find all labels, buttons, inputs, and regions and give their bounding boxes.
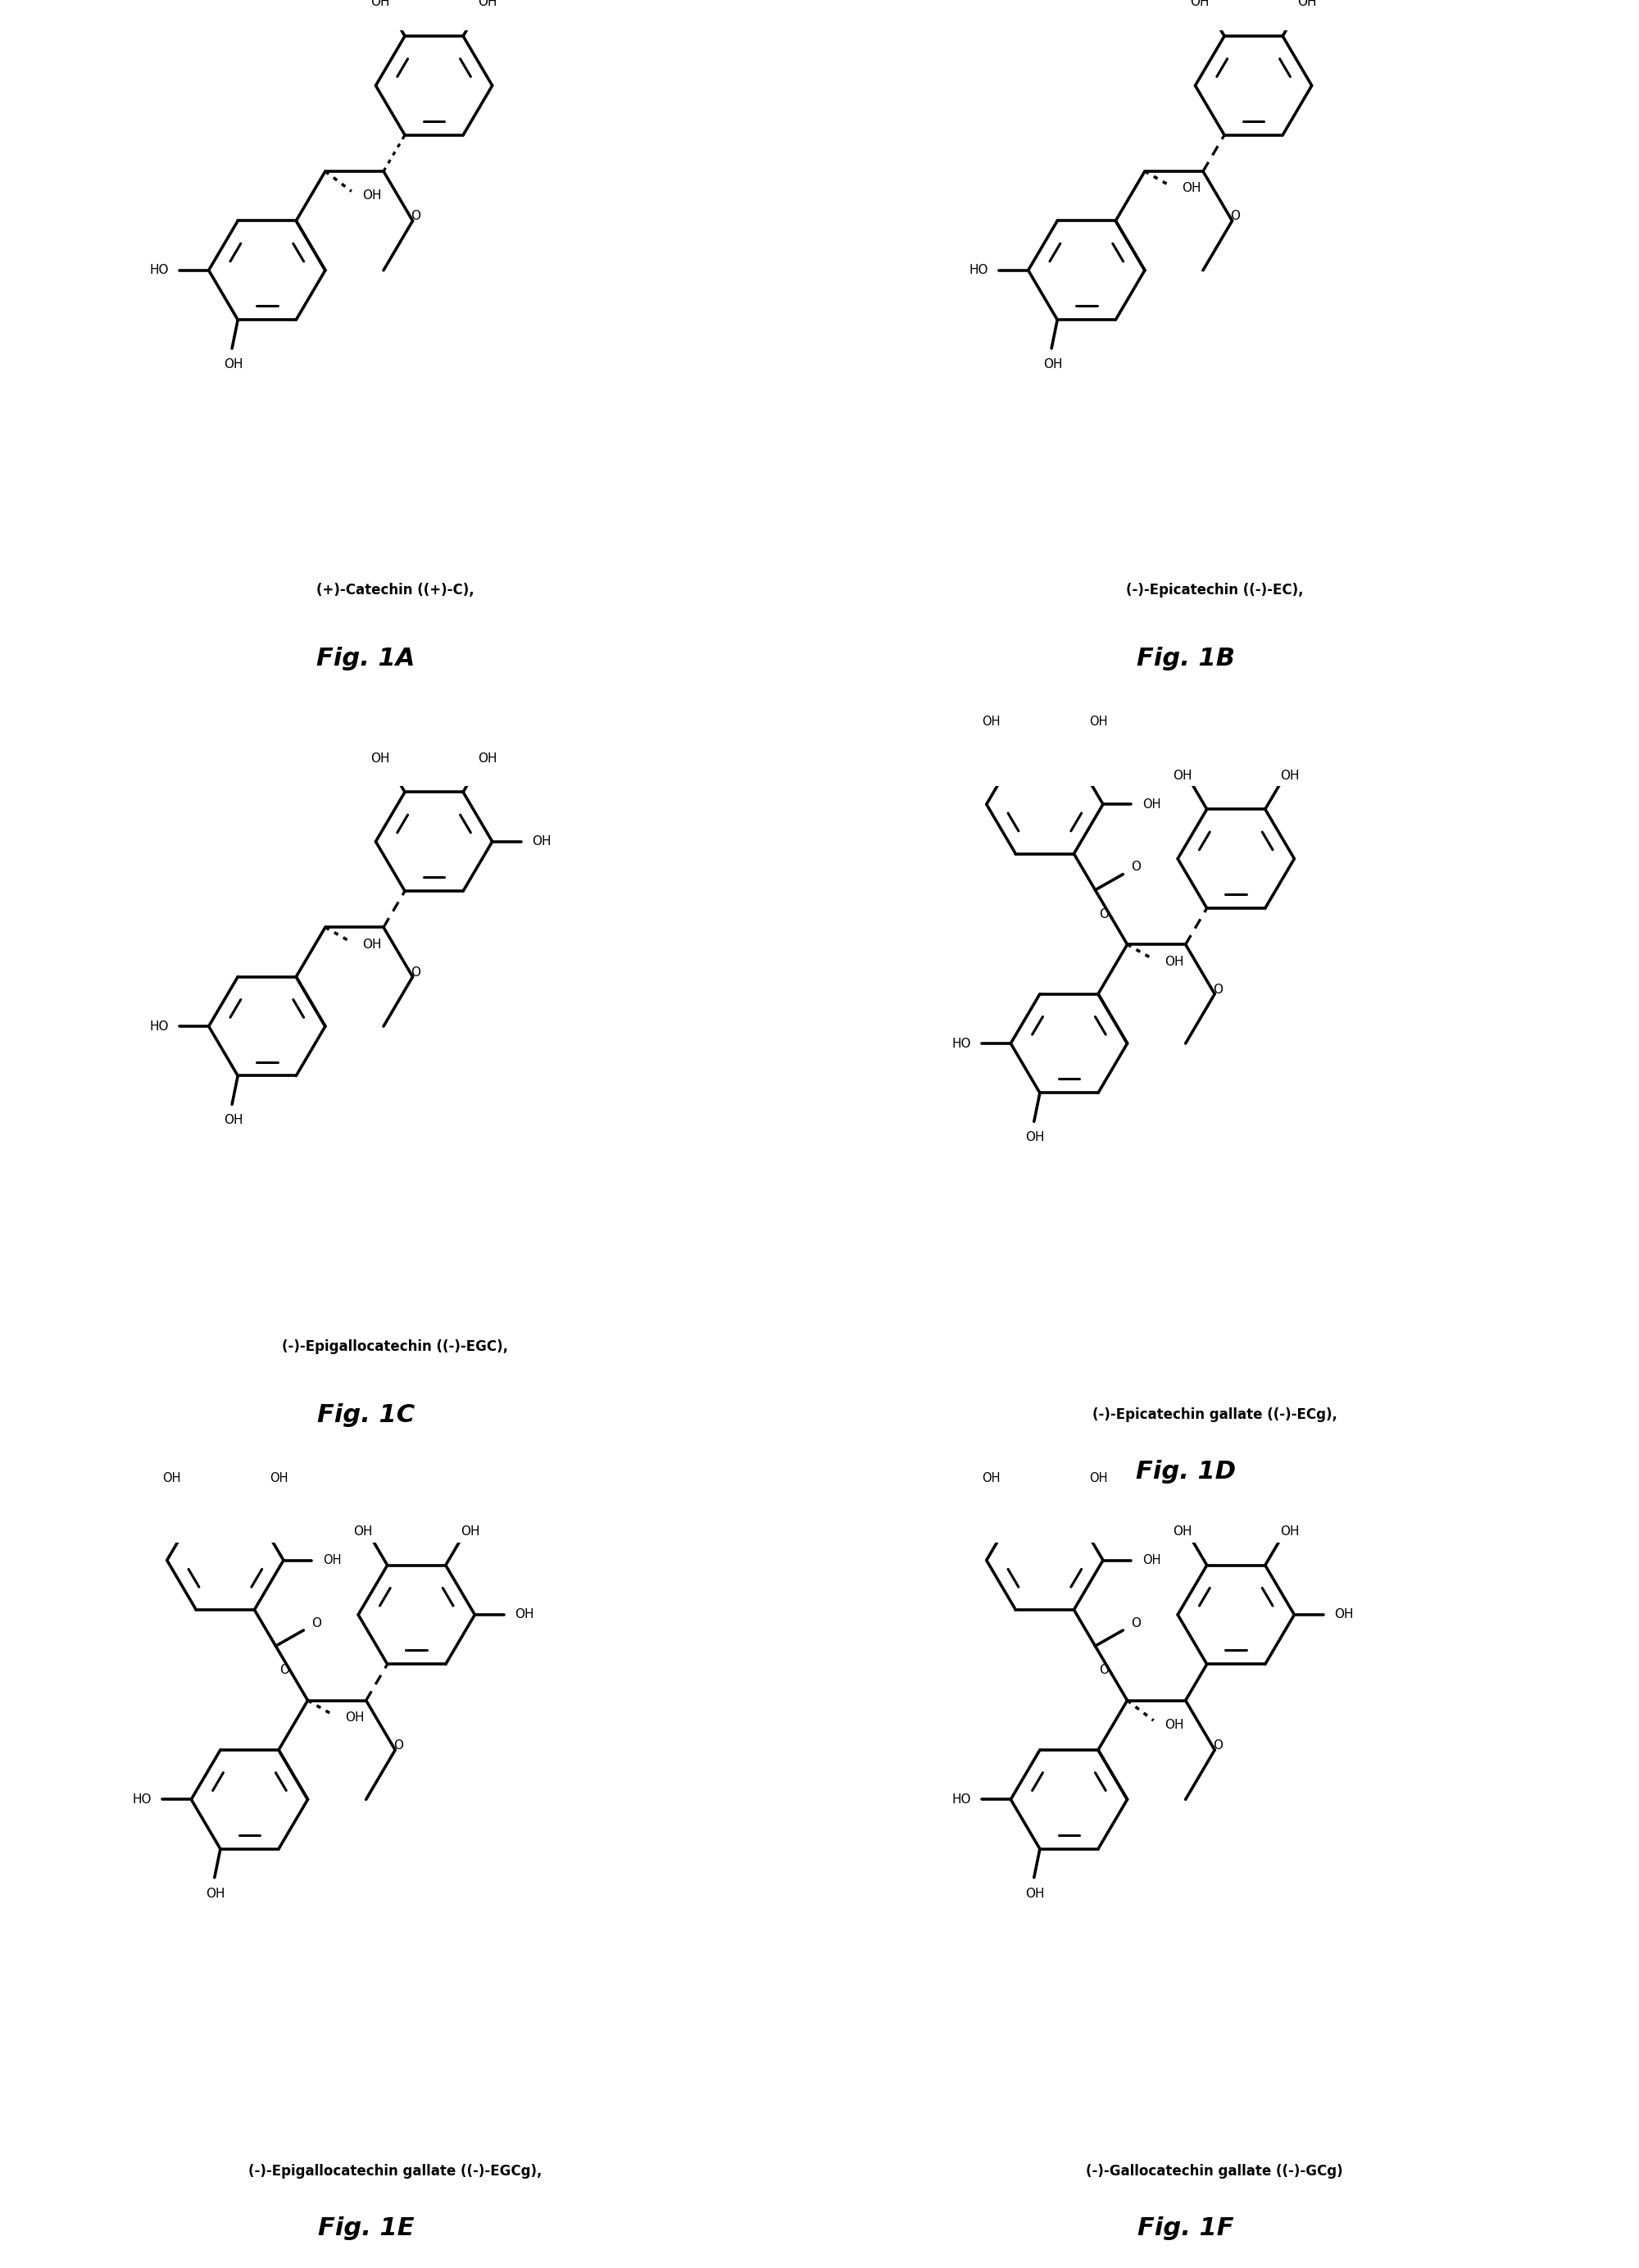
Text: Fig. 1E: Fig. 1E xyxy=(318,2216,415,2241)
Text: OH: OH xyxy=(362,191,382,202)
Text: OH: OH xyxy=(982,1472,1001,1483)
Text: OH: OH xyxy=(982,717,1001,728)
Text: OH: OH xyxy=(370,0,390,9)
Text: OH: OH xyxy=(1088,1472,1108,1483)
Text: OH: OH xyxy=(269,1472,288,1483)
Text: OH: OH xyxy=(1280,1526,1300,1538)
Text: OH: OH xyxy=(479,0,498,9)
Text: OH: OH xyxy=(1280,769,1300,782)
Text: OH: OH xyxy=(1334,1608,1354,1622)
Text: OH: OH xyxy=(223,358,243,370)
Text: O: O xyxy=(311,1617,321,1628)
Text: OH: OH xyxy=(344,1712,364,1724)
Text: Fig. 1A: Fig. 1A xyxy=(316,646,415,671)
Text: HO: HO xyxy=(952,1036,970,1050)
Text: OH: OH xyxy=(162,1472,182,1483)
Text: O: O xyxy=(393,1740,403,1751)
Text: (-)-Epigallocatechin gallate ((-)-EGCg),: (-)-Epigallocatechin gallate ((-)-EGCg), xyxy=(249,2164,543,2177)
Text: HO: HO xyxy=(149,263,169,277)
Text: OH: OH xyxy=(370,753,390,764)
Text: OH: OH xyxy=(533,835,551,848)
Text: (-)-Epicatechin ((-)-EC),: (-)-Epicatechin ((-)-EC), xyxy=(1126,583,1303,599)
Text: HO: HO xyxy=(952,1794,970,1805)
Text: O: O xyxy=(1131,1617,1141,1628)
Text: OH: OH xyxy=(1088,717,1108,728)
Text: Fig. 1C: Fig. 1C xyxy=(318,1404,415,1427)
Text: O: O xyxy=(1213,984,1223,996)
Text: O: O xyxy=(411,966,421,978)
Text: OH: OH xyxy=(323,1554,341,1567)
Text: O: O xyxy=(1213,1740,1223,1751)
Text: Fig. 1D: Fig. 1D xyxy=(1136,1461,1236,1483)
Text: Fig. 1F: Fig. 1F xyxy=(1137,2216,1234,2241)
Text: O: O xyxy=(280,1665,290,1676)
Text: (+)-Catechin ((+)-C),: (+)-Catechin ((+)-C), xyxy=(316,583,474,599)
Text: OH: OH xyxy=(1190,0,1210,9)
Text: OH: OH xyxy=(223,1114,243,1127)
Text: OH: OH xyxy=(362,939,382,950)
Text: OH: OH xyxy=(1172,769,1192,782)
Text: OH: OH xyxy=(515,1608,534,1622)
Text: OH: OH xyxy=(461,1526,480,1538)
Text: OH: OH xyxy=(1298,0,1318,9)
Text: (-)-Epigallocatechin ((-)-EGC),: (-)-Epigallocatechin ((-)-EGC), xyxy=(282,1338,508,1354)
Text: OH: OH xyxy=(1026,1887,1044,1901)
Text: O: O xyxy=(1100,1665,1110,1676)
Text: OH: OH xyxy=(352,1526,372,1538)
Text: O: O xyxy=(1100,907,1110,921)
Text: OH: OH xyxy=(1142,798,1160,810)
Text: OH: OH xyxy=(1182,181,1201,195)
Text: OH: OH xyxy=(207,1887,225,1901)
Text: OH: OH xyxy=(1042,358,1062,370)
Text: Fig. 1B: Fig. 1B xyxy=(1136,646,1234,671)
Text: OH: OH xyxy=(1172,1526,1192,1538)
Text: OH: OH xyxy=(1142,1554,1160,1567)
Text: OH: OH xyxy=(1164,1719,1183,1730)
Text: O: O xyxy=(411,211,421,222)
Text: (-)-Epicatechin gallate ((-)-ECg),: (-)-Epicatechin gallate ((-)-ECg), xyxy=(1092,1408,1337,1422)
Text: O: O xyxy=(1231,211,1241,222)
Text: (-)-Gallocatechin gallate ((-)-GCg): (-)-Gallocatechin gallate ((-)-GCg) xyxy=(1087,2164,1344,2177)
Text: O: O xyxy=(1131,862,1141,873)
Text: OH: OH xyxy=(1026,1132,1044,1143)
Text: HO: HO xyxy=(969,263,988,277)
Text: OH: OH xyxy=(479,753,498,764)
Text: HO: HO xyxy=(149,1021,169,1032)
Text: HO: HO xyxy=(133,1794,151,1805)
Text: OH: OH xyxy=(1164,955,1183,968)
